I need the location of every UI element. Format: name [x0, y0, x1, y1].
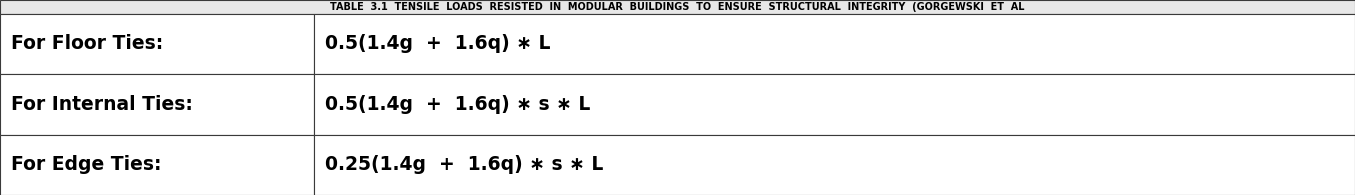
Text: 0.5(1.4g  +  1.6q) ∗ s ∗ L: 0.5(1.4g + 1.6q) ∗ s ∗ L [325, 95, 591, 114]
Bar [0, 0, 1355, 14]
Text: For Floor Ties:: For Floor Ties: [11, 34, 163, 53]
Text: For Edge Ties:: For Edge Ties: [11, 155, 161, 174]
Bar [314, 74, 1355, 135]
Bar [314, 14, 1355, 74]
Bar [0, 74, 314, 135]
Text: For Internal Ties:: For Internal Ties: [11, 95, 192, 114]
Text: 0.5(1.4g  +  1.6q) ∗ L: 0.5(1.4g + 1.6q) ∗ L [325, 34, 550, 53]
Text: TABLE  3.1  TENSILE  LOADS  RESISTED  IN  MODULAR  BUILDINGS  TO  ENSURE  STRUCT: TABLE 3.1 TENSILE LOADS RESISTED IN MODU… [331, 2, 1024, 12]
Bar [0, 14, 314, 74]
Text: 0.25(1.4g  +  1.6q) ∗ s ∗ L: 0.25(1.4g + 1.6q) ∗ s ∗ L [325, 155, 603, 174]
Bar [0, 135, 314, 195]
Bar [314, 135, 1355, 195]
